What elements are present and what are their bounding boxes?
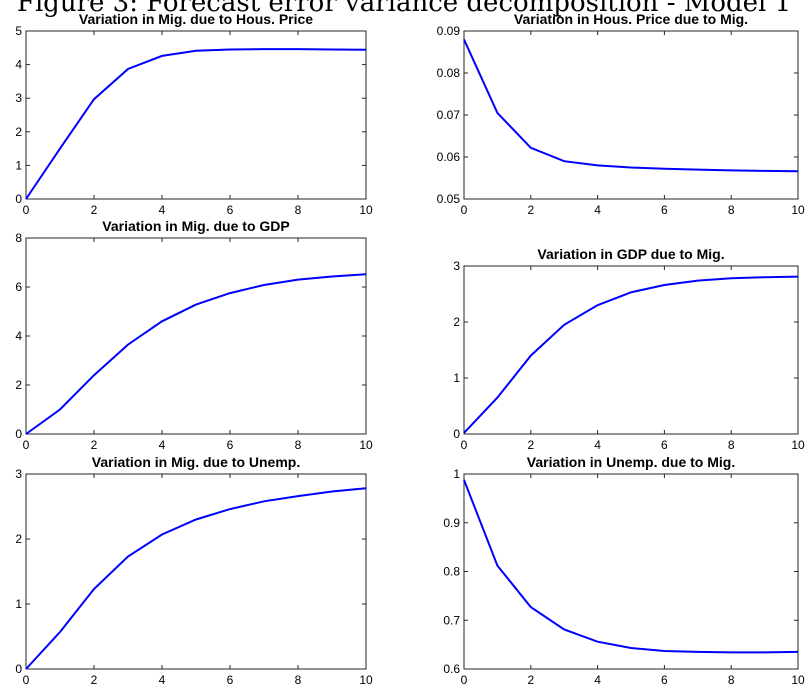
x-tick-label: 4 (159, 203, 166, 217)
x-tick-label: 6 (661, 438, 668, 452)
x-tick-label: 6 (227, 203, 234, 217)
y-tick-label: 4 (15, 329, 22, 343)
series-line (463, 275, 799, 434)
y-tick-label: 0.6 (443, 662, 460, 676)
x-tick-label: 10 (359, 438, 373, 452)
x-tick-label: 8 (728, 203, 735, 217)
x-tick-label: 2 (527, 673, 534, 687)
x-tick-label: 0 (461, 673, 468, 687)
chart-panel-5: Variation in Mig. due to Unemp. 0 2 4 6 8 10 0 1… (15, 454, 373, 687)
y-tick-label: 0 (15, 427, 22, 441)
x-tick-label: 8 (728, 438, 735, 452)
x-tick-label: 2 (91, 203, 98, 217)
y-tick-label: 0.8 (443, 565, 460, 579)
x-tick-label: 10 (791, 203, 805, 217)
y-tick-label: 0 (453, 427, 460, 441)
x-tick-label: 2 (91, 673, 98, 687)
x-tick-label: 4 (594, 438, 601, 452)
x-tick-label: 10 (791, 438, 805, 452)
y-tick-label: 5 (15, 24, 22, 38)
y-tick-label: 0.05 (437, 192, 461, 206)
y-tick-label: 4 (15, 58, 22, 72)
x-tick-label: 0 (23, 203, 30, 217)
x-tick-label: 10 (359, 203, 373, 217)
y-tick-label: 0 (15, 662, 22, 676)
series-line (25, 273, 367, 435)
chart-title: Variation in Mig. due to GDP (102, 218, 289, 234)
chart-title: Variation in Mig. due to Hous. Price (79, 11, 313, 27)
axes-frame (25, 473, 367, 670)
y-tick-label: 2 (15, 125, 22, 139)
y-tick-label: 1 (453, 467, 460, 481)
y-tick-label: 2 (15, 378, 22, 392)
chart-panel-6: Variation in Unemp. due to Mig. 0 2 4 6 8 10 0.… (443, 454, 805, 687)
chart-title: Variation in GDP due to Mig. (537, 246, 724, 262)
series-line (25, 487, 367, 670)
y-tick-label: 0.08 (437, 66, 461, 80)
y-tick-label: 0.7 (443, 613, 460, 627)
series-line (463, 479, 799, 654)
x-tick-label: 0 (461, 203, 468, 217)
x-tick-label: 10 (359, 673, 373, 687)
chart-title: Variation in Hous. Price due to Mig. (514, 11, 748, 27)
x-tick-label: 6 (227, 673, 234, 687)
x-tick-label: 8 (295, 438, 302, 452)
figure-title: Figure 3: Forecast error variance decomp… (16, 0, 792, 18)
series-line (463, 38, 799, 173)
y-tick-label: 3 (15, 467, 22, 481)
y-tick-label: 0.09 (437, 24, 461, 38)
y-tick-label: 8 (15, 231, 22, 245)
x-tick-label: 4 (159, 438, 166, 452)
y-tick-label: 1 (15, 597, 22, 611)
y-tick-label: 3 (15, 91, 22, 105)
chart-title: Variation in Unemp. due to Mig. (527, 454, 735, 470)
x-tick-label: 2 (527, 438, 534, 452)
y-tick-label: 1 (15, 158, 22, 172)
y-tick-label: 2 (15, 532, 22, 546)
series-line (25, 48, 367, 200)
x-tick-label: 8 (728, 673, 735, 687)
x-tick-label: 2 (91, 438, 98, 452)
y-tick-label: 0.9 (443, 516, 460, 530)
axes-frame (25, 30, 367, 200)
y-tick-label: 3 (453, 259, 460, 273)
x-tick-label: 8 (295, 673, 302, 687)
chart-panel-2: Variation in Hous. Price due to Mig. 0 2 4 6… (437, 11, 805, 217)
axes-frame (463, 265, 799, 435)
x-tick-label: 4 (594, 203, 601, 217)
x-tick-label: 4 (159, 673, 166, 687)
x-tick-label: 8 (295, 203, 302, 217)
x-tick-label: 2 (527, 203, 534, 217)
x-tick-label: 0 (23, 673, 30, 687)
chart-panel-3: Variation in Mig. due to GDP 0 2 4 6 8 10 0 2 4 6 8 (15, 218, 373, 452)
axes-frame (463, 473, 799, 670)
y-tick-label: 2 (453, 315, 460, 329)
chart-panel-1: Variation in Mig. due to Hous. Price 0 2 4 6… (15, 11, 373, 217)
chart-title: Variation in Mig. due to Unemp. (92, 454, 300, 470)
x-tick-label: 10 (791, 673, 805, 687)
axes-frame (463, 30, 799, 200)
y-tick-label: 6 (15, 280, 22, 294)
x-tick-label: 4 (594, 673, 601, 687)
x-tick-label: 0 (461, 438, 468, 452)
y-tick-label: 0.07 (437, 108, 461, 122)
axes-frame (25, 237, 367, 435)
y-tick-label: 0 (15, 192, 22, 206)
y-tick-label: 1 (453, 371, 460, 385)
x-tick-label: 0 (23, 438, 30, 452)
chart-panel-4: Variation in GDP due to Mig. 0 2 4 6 8 10 0 1 2 3 (453, 246, 805, 452)
x-tick-label: 6 (661, 203, 668, 217)
y-tick-label: 0.06 (437, 150, 461, 164)
x-tick-label: 6 (661, 673, 668, 687)
x-tick-label: 6 (227, 438, 234, 452)
